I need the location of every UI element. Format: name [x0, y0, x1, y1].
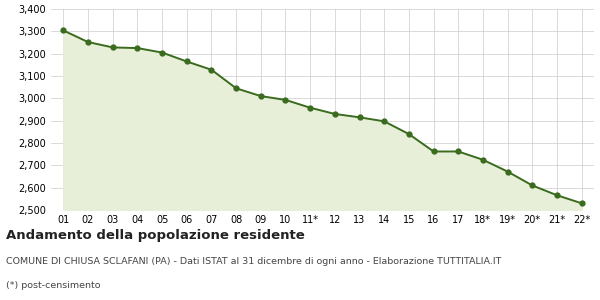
Text: Andamento della popolazione residente: Andamento della popolazione residente	[6, 230, 305, 242]
Text: COMUNE DI CHIUSA SCLAFANI (PA) - Dati ISTAT al 31 dicembre di ogni anno - Elabor: COMUNE DI CHIUSA SCLAFANI (PA) - Dati IS…	[6, 256, 502, 266]
Text: (*) post-censimento: (*) post-censimento	[6, 280, 101, 290]
